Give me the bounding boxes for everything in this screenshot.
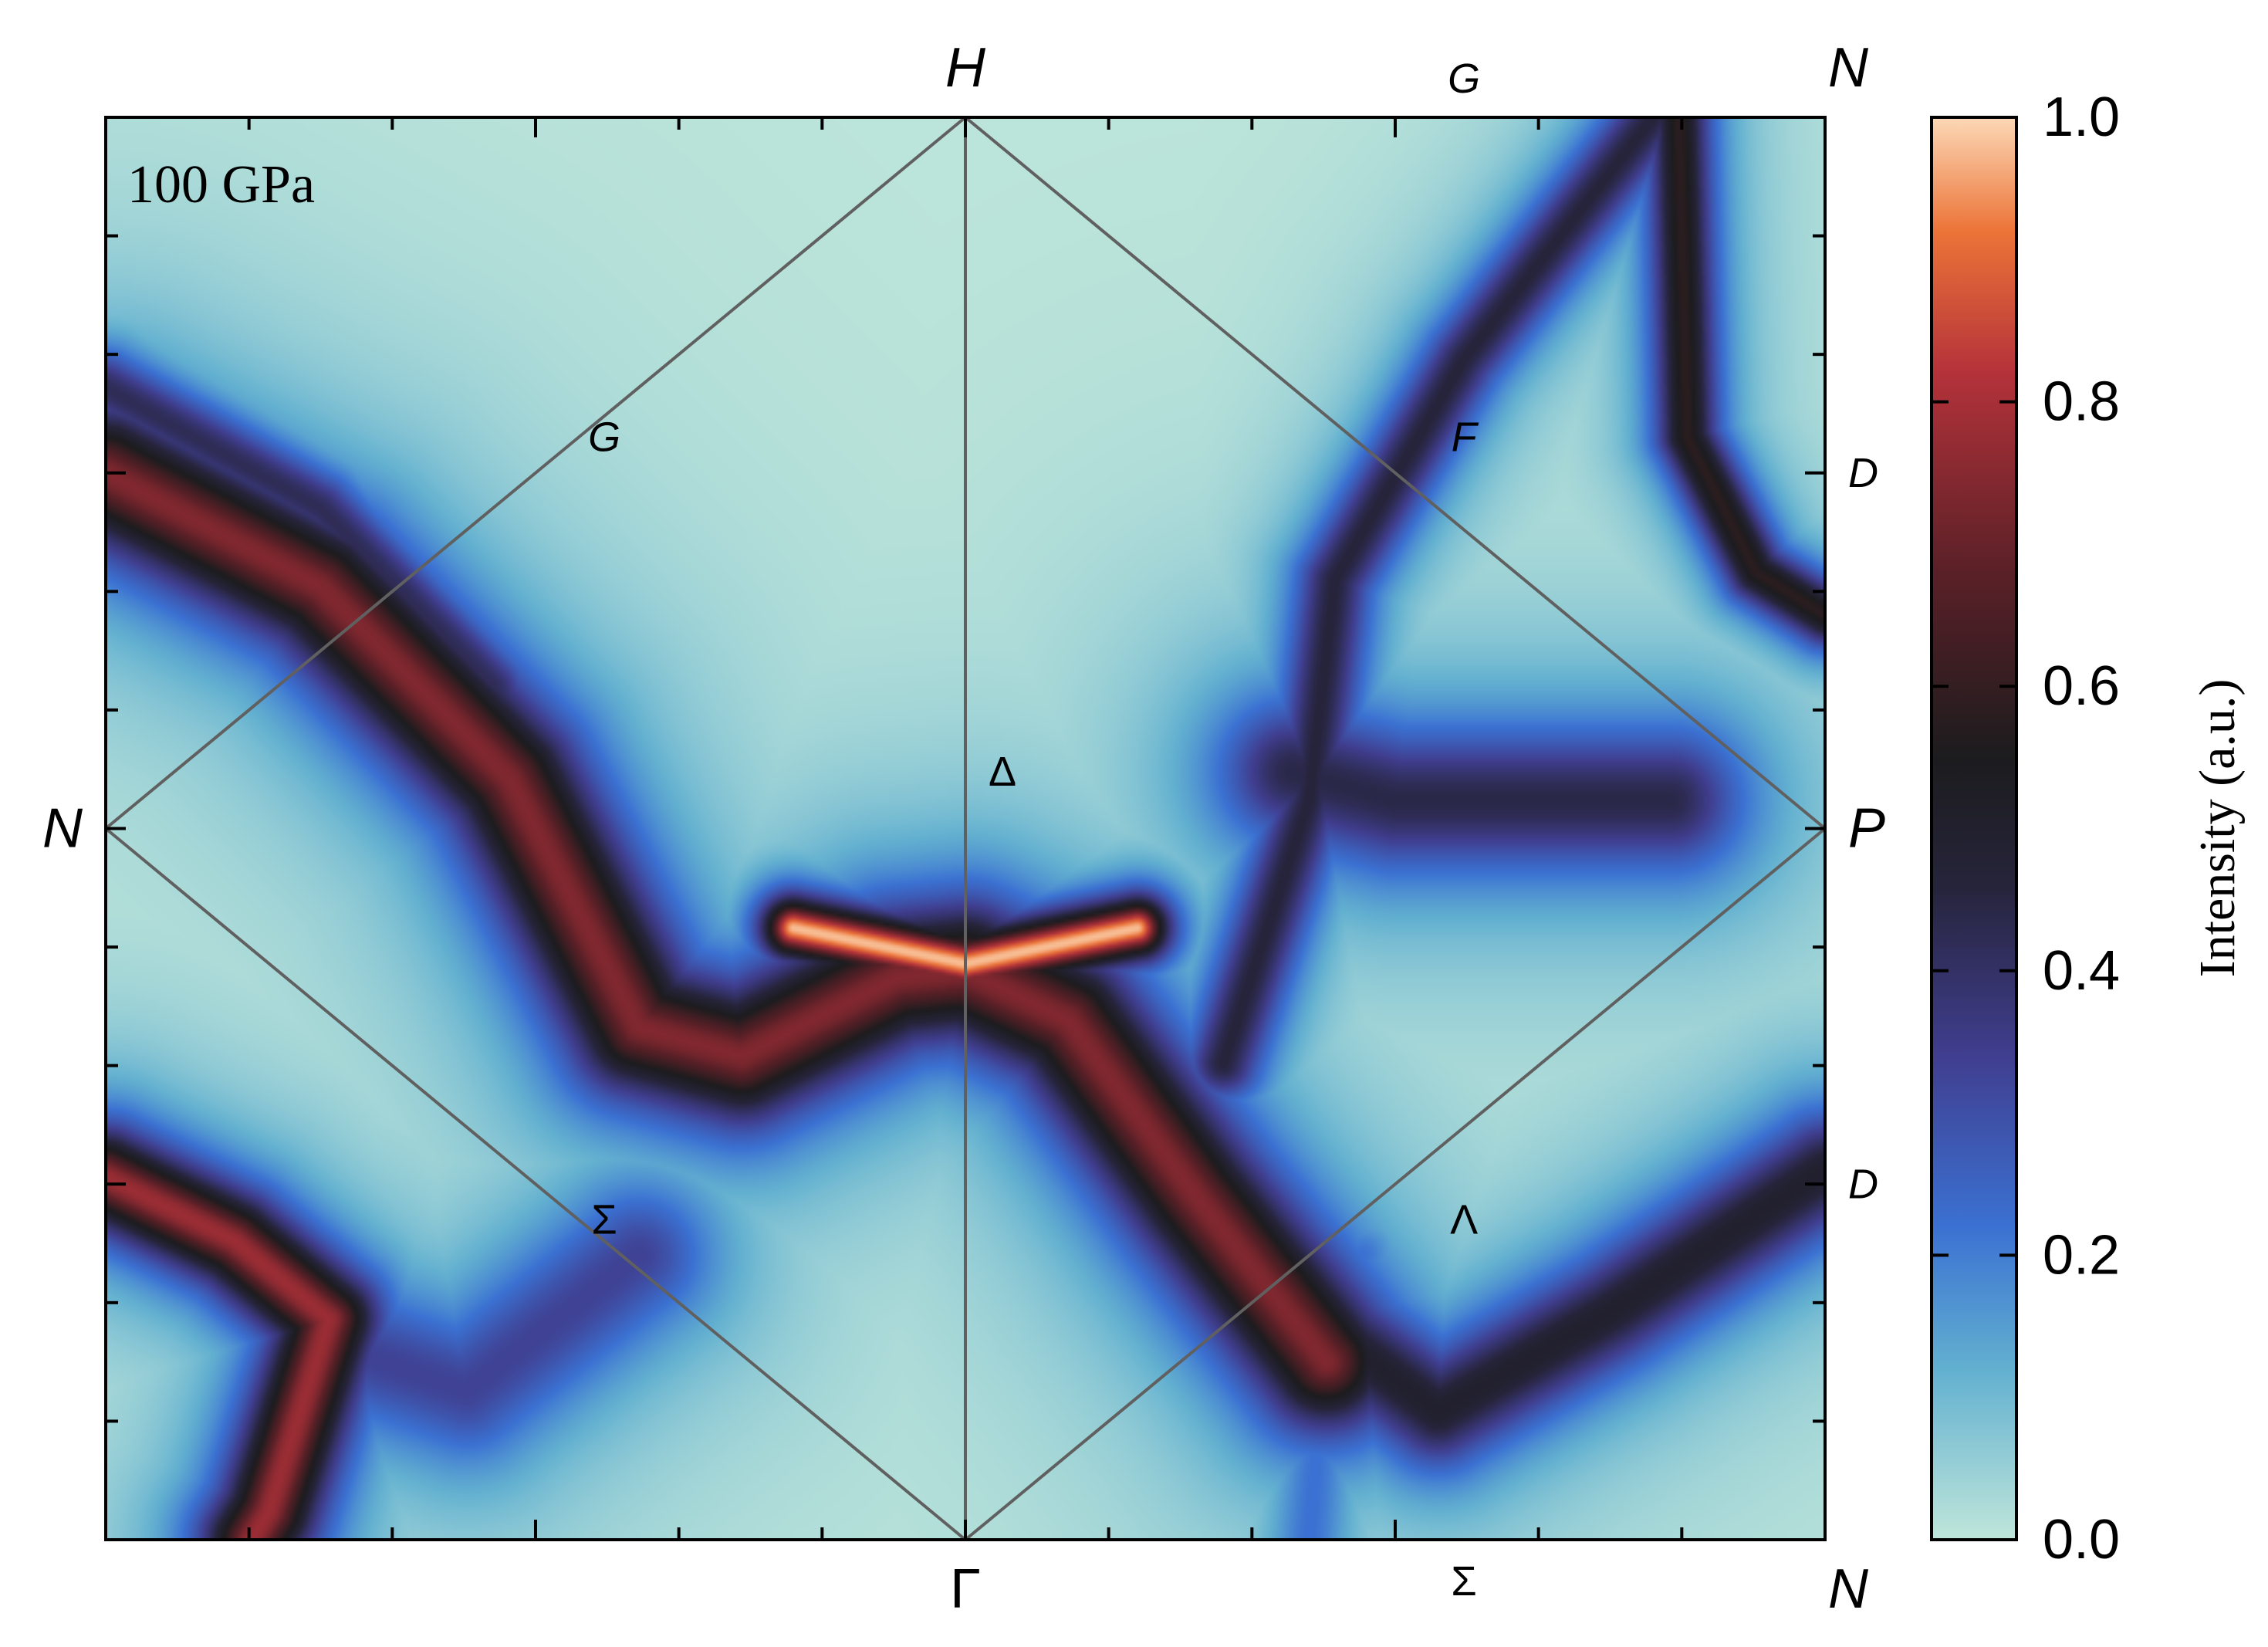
brillouin-zone-path [104, 116, 1827, 1541]
colorbar-frame [1930, 116, 2018, 1541]
colorbar: 0.0 0.2 0.4 0.6 0.8 1.0 Intensity (a.u.) [1930, 86, 2246, 1571]
symmetry-point-label: N [1828, 1558, 1869, 1620]
corner-point-labels: H N N P Γ N [42, 37, 1885, 1620]
colorbar-tick-label: 0.4 [2043, 940, 2120, 1002]
colorbar-tick-label: 0.6 [2043, 655, 2120, 717]
bz-edge [964, 116, 1827, 830]
line-point-label: G [1448, 56, 1480, 102]
bz-edge [104, 116, 967, 830]
line-point-labels: G G F Δ D D Σ Λ Σ [588, 56, 1878, 1605]
line-point-label: Σ [591, 1196, 617, 1243]
colorbar-gradient [1932, 117, 2016, 1540]
line-point-label: D [1848, 450, 1878, 496]
line-point-label: Σ [1451, 1558, 1476, 1605]
symmetry-point-label: N [1828, 37, 1869, 99]
line-point-label: D [1848, 1161, 1878, 1207]
symmetry-point-label: H [945, 37, 986, 99]
panel-label: 100 GPa [127, 155, 315, 215]
line-point-label: Λ [1450, 1196, 1478, 1243]
colorbar-tick-label: 0.0 [2043, 1509, 2120, 1571]
colorbar-label: Intensity (a.u.) [2189, 679, 2246, 978]
line-point-label: F [1452, 414, 1479, 461]
line-point-label: Δ [989, 749, 1016, 795]
bz-edge [964, 827, 1827, 1541]
axis-ticks [106, 117, 1825, 1540]
symmetry-point-label: N [42, 798, 83, 860]
colorbar-tick-label: 0.8 [2043, 371, 2120, 433]
line-point-label: G [588, 414, 620, 461]
colorbar-ticks: 0.0 0.2 0.4 0.6 0.8 1.0 [1932, 86, 2120, 1571]
bz-edge [104, 827, 967, 1541]
colorbar-tick-label: 1.0 [2043, 86, 2120, 148]
symmetry-point-label: Γ [950, 1558, 981, 1620]
colorbar-tick-label: 0.2 [2043, 1224, 2120, 1286]
symmetry-point-label: P [1848, 798, 1885, 860]
